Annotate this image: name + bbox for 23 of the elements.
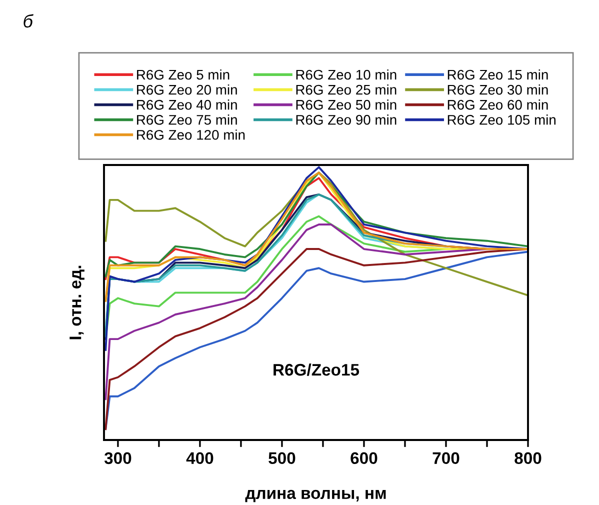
x-tick-label: 800 xyxy=(514,452,542,464)
x-tick-label: 300 xyxy=(104,452,132,464)
y-axis-title: I, отн. ед. xyxy=(70,266,84,340)
annotation: R6G/Zeo15 xyxy=(274,363,360,376)
legend-label: R6G Zeo 20 min xyxy=(137,84,237,95)
legend-label: R6G Zeo 60 min xyxy=(448,100,548,110)
legend-label: R6G Zeo 5 min xyxy=(137,69,230,80)
legend-label: R6G Zeo 25 min xyxy=(296,84,396,95)
legend-label: R6G Zeo 10 min xyxy=(296,69,396,80)
x-tick-label: 500 xyxy=(268,452,296,464)
text: б xyxy=(24,14,34,28)
legend-label: R6G Zeo 120 min xyxy=(137,130,245,140)
x-tick-label: 400 xyxy=(186,452,214,464)
x-tick-label: 600 xyxy=(350,452,378,464)
legend-label: R6G Zeo 15 min xyxy=(448,69,548,80)
x-tick-label: 700 xyxy=(432,452,460,464)
legend-label: R6G Zeo 90 min xyxy=(296,114,396,125)
legend-label: R6G Zeo 75 min xyxy=(137,114,237,125)
legend-label: R6G Zeo 105 min xyxy=(448,114,556,125)
x-axis-title: длина волны, нм xyxy=(245,490,386,502)
legend-label: R6G Zeo 40 min xyxy=(137,100,237,110)
legend-label: R6G Zeo 50 min xyxy=(296,100,396,110)
legend-label: R6G Zeo 30 min xyxy=(448,84,548,95)
